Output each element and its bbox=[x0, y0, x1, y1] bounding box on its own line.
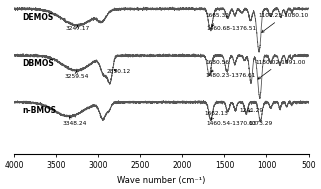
Text: 3348.24: 3348.24 bbox=[62, 117, 87, 126]
Text: 1460.54-1370.63: 1460.54-1370.63 bbox=[206, 121, 257, 126]
Text: 1180.02-1091.00: 1180.02-1091.00 bbox=[255, 60, 306, 79]
Text: DEMOS: DEMOS bbox=[22, 13, 54, 22]
Text: 1680.56: 1680.56 bbox=[206, 60, 230, 72]
Text: 1665.32: 1665.32 bbox=[205, 13, 229, 27]
Text: 1101.23-1080.10: 1101.23-1080.10 bbox=[259, 13, 309, 32]
Text: 1073.29: 1073.29 bbox=[248, 121, 273, 126]
Text: 1662.13: 1662.13 bbox=[204, 111, 228, 119]
Text: 2850.12: 2850.12 bbox=[107, 69, 131, 74]
Text: 3247.17: 3247.17 bbox=[65, 26, 90, 31]
Text: 1480.23-1376.61: 1480.23-1376.61 bbox=[205, 73, 256, 77]
Text: n-BMOS: n-BMOS bbox=[22, 106, 56, 115]
Text: 1460.68-1376.51: 1460.68-1376.51 bbox=[206, 26, 256, 31]
Text: 3259.54: 3259.54 bbox=[64, 71, 89, 79]
Text: DBMOS: DBMOS bbox=[22, 59, 54, 68]
Text: 1241.29: 1241.29 bbox=[239, 108, 264, 113]
X-axis label: Wave number (cm⁻¹): Wave number (cm⁻¹) bbox=[117, 176, 205, 185]
